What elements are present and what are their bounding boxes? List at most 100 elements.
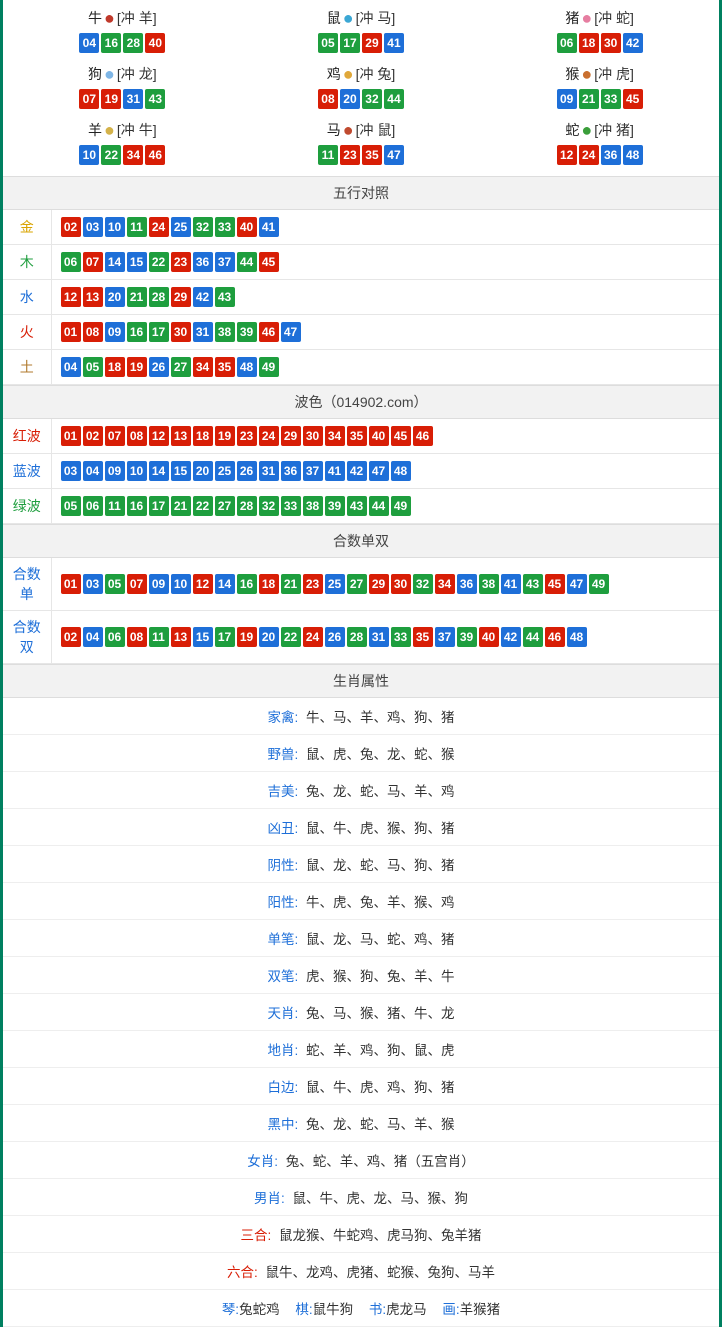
element-label: 水 [3, 280, 51, 315]
element-label: 木 [3, 245, 51, 280]
number-ball: 19 [127, 357, 147, 377]
number-ball: 10 [79, 145, 99, 165]
number-ball: 17 [149, 496, 169, 516]
number-ball: 31 [259, 461, 279, 481]
wave-row: 绿波 05061116172122272832333839434449 [3, 489, 719, 524]
number-ball: 27 [171, 357, 191, 377]
number-ball: 31 [193, 322, 213, 342]
number-ball: 32 [413, 574, 433, 594]
number-ball: 23 [237, 426, 257, 446]
attribute-label: 吉美: [267, 784, 298, 799]
number-ball: 28 [149, 287, 169, 307]
number-ball: 11 [105, 496, 125, 516]
zodiac-numbers: 09213345 [480, 88, 719, 110]
number-ball: 34 [435, 574, 455, 594]
zodiac-icon: ● [343, 9, 354, 27]
attribute-value: 牛、马、羊、鸡、狗、猪 [306, 710, 455, 725]
sum-label: 合数单 [3, 558, 51, 611]
attribute-label: 双笔: [267, 969, 298, 984]
number-ball: 45 [391, 426, 411, 446]
number-ball: 26 [237, 461, 257, 481]
number-ball: 26 [149, 357, 169, 377]
number-ball: 04 [83, 461, 103, 481]
zodiac-name: 牛 [88, 8, 102, 28]
number-ball: 32 [193, 217, 213, 237]
zodiac-cell: 猴 ● [冲 虎] 09213345 [480, 62, 719, 112]
number-ball: 04 [83, 627, 103, 647]
attribute-label: 六合: [227, 1265, 258, 1280]
number-ball: 01 [61, 574, 81, 594]
qqsh-value: 兔蛇鸡 [239, 1302, 280, 1317]
number-ball: 28 [237, 496, 257, 516]
number-ball: 45 [545, 574, 565, 594]
number-ball: 38 [215, 322, 235, 342]
number-ball: 37 [435, 627, 455, 647]
number-ball: 47 [384, 145, 404, 165]
attribute-value: 鼠、虎、兔、龙、蛇、猴 [306, 747, 455, 762]
attribute-label: 阳性: [267, 895, 298, 910]
number-ball: 33 [281, 496, 301, 516]
number-ball: 01 [61, 322, 81, 342]
qqsh-label: 琴: [222, 1302, 239, 1317]
number-ball: 26 [325, 627, 345, 647]
qqsh-label: 书: [369, 1302, 386, 1317]
section-header-sum: 合数单双 [3, 524, 719, 558]
number-ball: 06 [61, 252, 81, 272]
attribute-label: 三合: [240, 1228, 271, 1243]
number-ball: 19 [101, 89, 121, 109]
zodiac-name: 鸡 [327, 64, 341, 84]
zodiac-numbers: 06183042 [480, 32, 719, 54]
number-ball: 03 [61, 461, 81, 481]
zodiac-icon: ● [581, 65, 592, 83]
number-ball: 38 [479, 574, 499, 594]
number-ball: 30 [171, 322, 191, 342]
zodiac-header: 牛 ● [冲 羊] [88, 8, 157, 28]
number-ball: 47 [567, 574, 587, 594]
number-ball: 47 [281, 322, 301, 342]
number-ball: 16 [101, 33, 121, 53]
attribute-value: 鼠、牛、虎、鸡、狗、猪 [306, 1080, 455, 1095]
number-ball: 03 [83, 217, 103, 237]
attributes-list: 家禽: 牛、马、羊、鸡、狗、猪 野兽: 鼠、虎、兔、龙、蛇、猴 吉美: 兔、龙、… [3, 698, 719, 1290]
number-ball: 40 [479, 627, 499, 647]
qqsh-item: 琴:兔蛇鸡 [222, 1302, 284, 1317]
wave-label: 绿波 [3, 489, 51, 524]
zodiac-numbers: 07193143 [3, 88, 242, 110]
number-ball: 25 [215, 461, 235, 481]
number-ball: 46 [413, 426, 433, 446]
zodiac-icon: ● [104, 9, 115, 27]
number-ball: 41 [259, 217, 279, 237]
element-row: 木 06071415222336374445 [3, 245, 719, 280]
number-ball: 01 [61, 426, 81, 446]
section-header-wave: 波色（014902.com） [3, 385, 719, 419]
number-ball: 17 [340, 33, 360, 53]
attribute-row: 凶丑: 鼠、牛、虎、猴、狗、猪 [3, 809, 719, 846]
number-ball: 14 [149, 461, 169, 481]
number-ball: 37 [215, 252, 235, 272]
attribute-label: 女肖: [247, 1154, 278, 1169]
qqsh-item: 书:虎龙马 [369, 1302, 431, 1317]
wave-numbers: 03040910141520252631363741424748 [51, 454, 719, 489]
number-ball: 17 [149, 322, 169, 342]
number-ball: 33 [391, 627, 411, 647]
number-ball: 15 [193, 627, 213, 647]
zodiac-header: 猪 ● [冲 蛇] [565, 8, 634, 28]
zodiac-header: 羊 ● [冲 牛] [88, 120, 157, 140]
attribute-row: 吉美: 兔、龙、蛇、马、羊、鸡 [3, 772, 719, 809]
attribute-label: 阴性: [267, 858, 298, 873]
attribute-label: 野兽: [267, 747, 298, 762]
number-ball: 41 [501, 574, 521, 594]
attribute-row: 女肖: 兔、蛇、羊、鸡、猪（五宫肖） [3, 1142, 719, 1179]
number-ball: 04 [79, 33, 99, 53]
number-ball: 40 [237, 217, 257, 237]
number-ball: 21 [281, 574, 301, 594]
attribute-value: 蛇、羊、鸡、狗、鼠、虎 [306, 1043, 455, 1058]
number-ball: 42 [501, 627, 521, 647]
zodiac-cell: 鼠 ● [冲 马] 05172941 [242, 6, 481, 56]
zodiac-cell: 鸡 ● [冲 兔] 08203244 [242, 62, 481, 112]
number-ball: 12 [193, 574, 213, 594]
number-ball: 13 [171, 627, 191, 647]
zodiac-cell: 羊 ● [冲 牛] 10223446 [3, 118, 242, 168]
number-ball: 43 [523, 574, 543, 594]
number-ball: 02 [61, 627, 81, 647]
